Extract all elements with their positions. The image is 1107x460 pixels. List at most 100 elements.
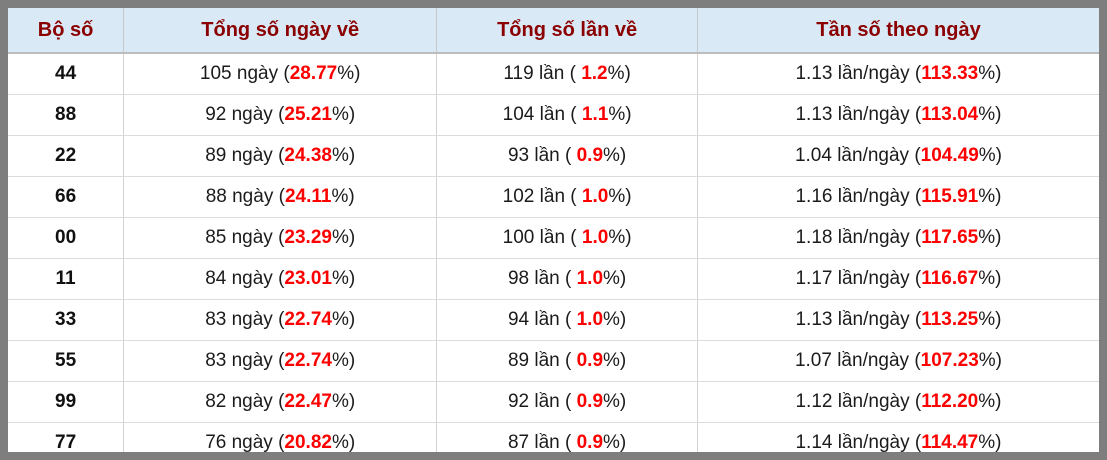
days-text: 89 ngày ( (205, 145, 285, 166)
total-days-cell: 92 ngày (25.21%) (123, 94, 438, 136)
total-days-cell: 76 ngày (20.82%) (123, 422, 438, 453)
days-text: 76 ngày ( (205, 432, 285, 453)
frequency-suffix: %) (978, 104, 1002, 125)
days-suffix: %) (331, 186, 355, 207)
days-text: 83 ngày ( (205, 350, 285, 371)
pair-number: 88 (55, 104, 77, 125)
times-suffix: %) (603, 309, 627, 330)
days-percent-value: 28.77 (289, 63, 338, 84)
frequency-suffix: %) (978, 145, 1003, 166)
table-body: 44 105 ngày (28.77%) 119 lần ( 1.2%) 1.1… (8, 53, 1099, 453)
days-suffix: %) (331, 432, 356, 453)
times-percent-value: 1.0 (581, 227, 609, 248)
total-days-cell: 105 ngày (28.77%) (123, 53, 438, 95)
pair-cell: 55 (8, 340, 125, 382)
frequency-suffix: %) (978, 350, 1003, 371)
pair-cell: 33 (8, 299, 125, 341)
total-times-cell: 119 lần ( 1.2%) (436, 53, 698, 95)
times-text: 94 lần ( (507, 309, 577, 330)
table-row: 00 85 ngày (23.29%) 100 lần ( 1.0%) 1.18… (8, 217, 1099, 259)
frequency-suffix: %) (978, 432, 1002, 453)
times-suffix: %) (608, 104, 632, 125)
times-percent-value: 1.2 (581, 63, 608, 84)
header-row: Bộ số Tổng số ngày về Tổng số lần về Tần… (8, 8, 1099, 54)
days-suffix: %) (331, 268, 356, 289)
days-text: 82 ngày ( (205, 391, 285, 412)
times-percent-value: 1.1 (581, 104, 609, 125)
pair-cell: 44 (8, 53, 125, 95)
frequency-percent-value: 113.33 (921, 63, 979, 84)
times-percent-value: 1.0 (576, 268, 604, 289)
days-suffix: %) (331, 104, 356, 125)
frequency-text: 1.04 lần/ngày ( (794, 145, 921, 166)
times-percent-value: 1.0 (576, 309, 604, 330)
total-times-cell: 98 lần ( 1.0%) (436, 258, 698, 300)
days-suffix: %) (331, 227, 356, 248)
frequency-percent-value: 114.47 (921, 432, 979, 453)
total-days-cell: 85 ngày (23.29%) (123, 217, 438, 259)
total-days-cell: 83 ngày (22.74%) (123, 299, 438, 341)
header-total-days: Tổng số ngày về (123, 8, 438, 54)
days-text: 83 ngày ( (205, 309, 285, 330)
table-row: 99 82 ngày (22.47%) 92 lần ( 0.9%) 1.12 … (8, 381, 1099, 423)
frequency-percent-value: 107.23 (920, 350, 979, 371)
days-percent-value: 22.74 (284, 350, 332, 371)
frequency-cell: 1.07 lần/ngày (107.23%) (697, 340, 1099, 382)
frequency-text: 1.17 lần/ngày ( (795, 268, 922, 289)
frequency-text: 1.13 lần/ngày ( (795, 104, 922, 125)
times-suffix: %) (608, 186, 632, 207)
days-suffix: %) (337, 63, 361, 84)
frequency-suffix: %) (978, 186, 1002, 207)
frequency-percent-value: 112.20 (921, 391, 979, 412)
days-percent-value: 23.29 (284, 227, 332, 248)
frequency-percent-value: 115.91 (921, 186, 979, 207)
table-row: 11 84 ngày (23.01%) 98 lần ( 1.0%) 1.17 … (8, 258, 1099, 300)
times-text: 89 lần ( (507, 350, 577, 371)
pair-number: 33 (55, 309, 77, 330)
times-suffix: %) (603, 391, 627, 412)
frequency-percent-value: 113.04 (921, 104, 979, 125)
days-suffix: %) (331, 350, 356, 371)
frequency-cell: 1.04 lần/ngày (104.49%) (697, 135, 1099, 177)
pair-number: 11 (55, 268, 76, 289)
times-percent-value: 1.0 (581, 186, 609, 207)
table-row: 44 105 ngày (28.77%) 119 lần ( 1.2%) 1.1… (8, 53, 1099, 95)
header-total-times: Tổng số lần về (436, 8, 698, 54)
frequency-suffix: %) (978, 63, 1002, 84)
frequency-text: 1.16 lần/ngày ( (795, 186, 922, 207)
frequency-cell: 1.12 lần/ngày (112.20%) (697, 381, 1099, 423)
times-suffix: %) (608, 227, 632, 248)
frequency-cell: 1.13 lần/ngày (113.33%) (697, 53, 1099, 95)
frequency-text: 1.14 lần/ngày ( (795, 432, 922, 453)
frequency-suffix: %) (978, 268, 1002, 289)
pair-number: 99 (55, 391, 77, 412)
total-times-cell: 102 lần ( 1.0%) (436, 176, 698, 218)
table-row: 33 83 ngày (22.74%) 94 lần ( 1.0%) 1.13 … (8, 299, 1099, 341)
times-text: 92 lần ( (507, 391, 577, 412)
frequency-cell: 1.13 lần/ngày (113.04%) (697, 94, 1099, 136)
frequency-text: 1.13 lần/ngày ( (795, 63, 922, 84)
times-percent-value: 0.9 (576, 145, 604, 166)
pair-cell: 88 (8, 94, 125, 136)
header-pair: Bộ số (8, 8, 125, 54)
frequency-text: 1.12 lần/ngày ( (795, 391, 922, 412)
days-percent-value: 25.21 (284, 104, 332, 125)
times-percent-value: 0.9 (576, 391, 604, 412)
total-times-cell: 92 lần ( 0.9%) (436, 381, 698, 423)
frequency-text: 1.18 lần/ngày ( (795, 227, 922, 248)
frequency-percent-value: 117.65 (921, 227, 979, 248)
lottery-pair-stats-table: Bộ số Tổng số ngày về Tổng số lần về Tần… (8, 8, 1099, 453)
times-percent-value: 0.9 (576, 432, 604, 453)
pair-cell: 77 (8, 422, 125, 452)
times-suffix: %) (603, 432, 627, 453)
frequency-cell: 1.14 lần/ngày (114.47%) (697, 423, 1099, 453)
pair-number: 66 (55, 186, 77, 207)
frequency-text: 1.13 lần/ngày ( (795, 309, 922, 330)
frequency-cell: 1.17 lần/ngày (116.67%) (697, 258, 1099, 300)
total-times-cell: 87 lần ( 0.9%) (436, 422, 698, 453)
total-days-cell: 84 ngày (23.01%) (123, 258, 438, 300)
days-text: 84 ngày ( (205, 268, 285, 289)
total-days-cell: 89 ngày (24.38%) (123, 135, 438, 177)
header-daily-frequency: Tần số theo ngày (697, 8, 1099, 54)
frequency-text: 1.07 lần/ngày ( (794, 350, 921, 371)
